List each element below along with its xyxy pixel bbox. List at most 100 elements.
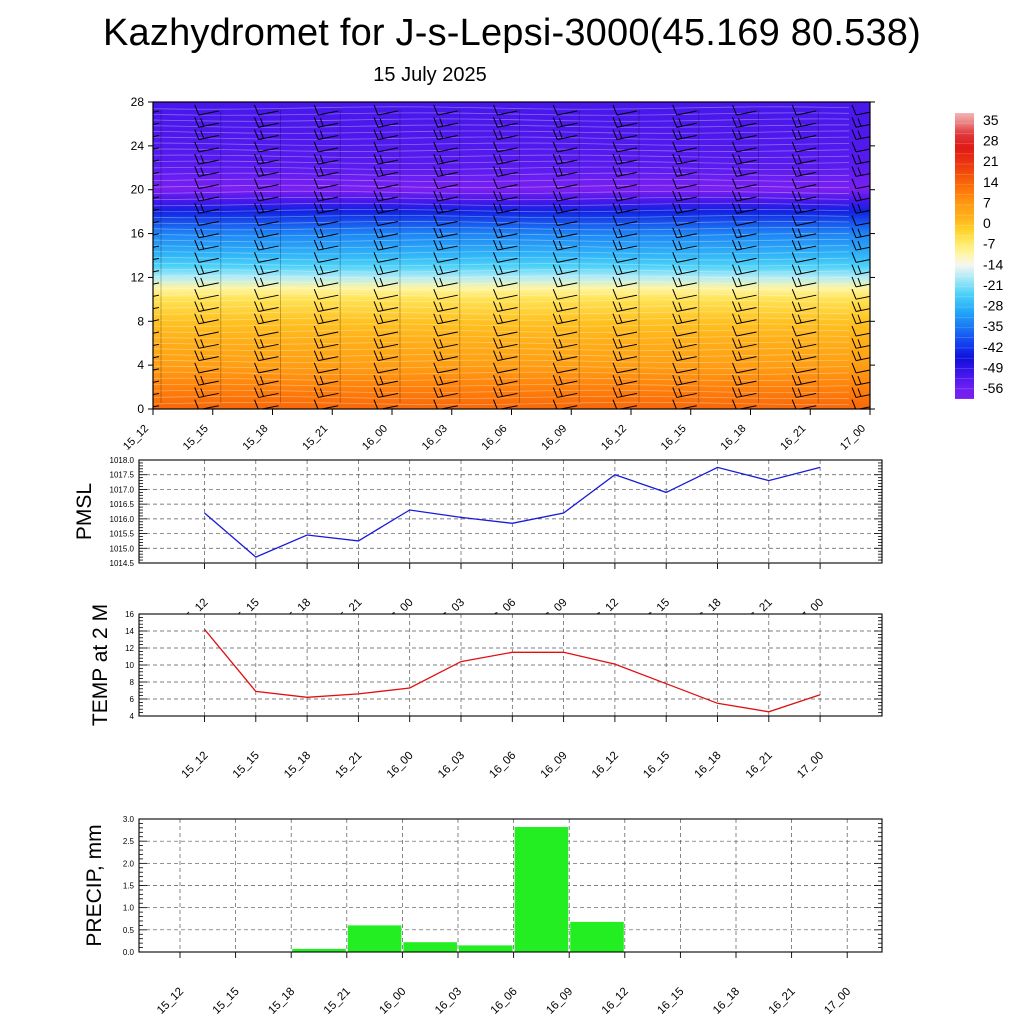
wind-barb: [258, 270, 279, 276]
wind-barb: [437, 196, 458, 202]
wind-barb-feather: [678, 118, 683, 127]
wind-barb: [437, 135, 458, 141]
wind-barb: [676, 294, 697, 300]
wind-barb-feather: [319, 277, 324, 287]
wind-barb-feather: [618, 118, 623, 127]
wind-barb-feather: [738, 375, 742, 385]
wind-barb-feather: [732, 153, 737, 165]
wind-barb: [497, 282, 518, 288]
wind-barb-feather: [558, 228, 563, 237]
x-tick-label: 15_21: [333, 750, 364, 781]
wind-barb-feather: [194, 141, 200, 153]
wind-barb: [437, 171, 458, 177]
wind-barb-feather: [194, 325, 200, 337]
wind-barb: [557, 380, 578, 386]
wind-barb-feather: [851, 374, 857, 386]
wind-barb-feather: [313, 350, 319, 361]
wind-barb-feather: [738, 228, 742, 237]
precip-bar: [570, 921, 624, 952]
wind-barb-feather: [373, 362, 379, 374]
wind-barb-feather: [791, 141, 797, 153]
wind-barb-feather: [194, 117, 200, 128]
wind-barb: [318, 270, 339, 276]
wind-barb: [153, 392, 160, 396]
wind-barb: [676, 208, 697, 214]
wind-barb: [736, 356, 757, 362]
wind-barb: [855, 332, 870, 337]
wind-barb: [557, 368, 578, 374]
wind-barb-feather: [851, 215, 857, 226]
wind-barb: [557, 306, 578, 312]
colorbar-label: -28: [983, 298, 1003, 314]
wind-barb-feather: [433, 203, 439, 214]
wind-barb: [258, 184, 279, 190]
wind-barb-feather: [135, 387, 139, 397]
wind-barb-feather: [319, 351, 324, 360]
wind-barb: [198, 245, 219, 251]
wind-barb: [318, 196, 339, 202]
wind-barb-feather: [851, 203, 857, 214]
wind-barb: [497, 270, 518, 276]
wind-barb: [736, 270, 757, 276]
wind-barb-feather: [313, 227, 319, 238]
wind-barb-feather: [612, 129, 618, 140]
wind-barb-feather: [200, 228, 205, 237]
wind-barb: [377, 221, 399, 227]
wind-barb-feather: [200, 240, 205, 250]
wind-barb-feather: [558, 204, 563, 213]
wind-barb: [318, 245, 339, 251]
wind-barb: [796, 282, 817, 288]
wind-barb-feather: [260, 167, 264, 176]
wind-barb-feather: [672, 313, 678, 324]
wind-barb-feather: [732, 252, 737, 263]
wind-barb: [736, 392, 757, 398]
y-tick-label: 1015.5: [110, 530, 135, 539]
wind-barb-feather: [738, 240, 742, 250]
wind-barb-feather: [612, 301, 618, 312]
wind-barb-feather: [194, 289, 200, 300]
wind-barb: [557, 208, 578, 214]
wind-barb: [318, 171, 339, 177]
wind-barb-feather: [433, 338, 439, 349]
wind-barb-feather: [552, 104, 558, 116]
wind-barb: [437, 257, 458, 263]
wind-barb: [437, 392, 458, 398]
wind-barbs: [135, 104, 870, 409]
wind-barb-feather: [433, 374, 439, 386]
wind-barb-feather: [373, 338, 379, 349]
precip-bar: [459, 945, 513, 952]
wind-barb: [318, 147, 339, 153]
wind-barb-feather: [672, 129, 678, 140]
wind-barb-feather: [433, 276, 439, 288]
wind-barb: [258, 221, 279, 227]
wind-barb-feather: [499, 277, 503, 287]
wind-barb-feather: [319, 228, 324, 237]
wind-barb-feather: [672, 387, 678, 398]
wind-barb: [497, 122, 518, 128]
y-tick-label: 16: [125, 610, 134, 619]
precip-bar: [514, 827, 569, 952]
wind-barb-feather: [672, 252, 678, 263]
wind-barb-feather: [194, 104, 200, 116]
wind-barb: [676, 147, 697, 153]
wind-barb: [497, 306, 518, 312]
wind-barb-feather: [851, 313, 857, 324]
wind-barb-feather: [851, 227, 857, 238]
wind-barb-feather: [379, 265, 384, 274]
wind-barb-feather: [552, 166, 558, 177]
wind-barb: [153, 294, 160, 297]
wind-barb: [437, 208, 458, 214]
wind-barb-feather: [254, 141, 259, 153]
x-tick-label: 16_00: [385, 750, 416, 781]
wind-barb-feather: [851, 289, 857, 300]
wind-barb-feather: [738, 265, 742, 274]
wind-barb-feather: [738, 339, 742, 348]
temperature-wind-heatmap: 0 4 8 12 16 20 24 28 15_12 15_15 15_18 15_21 16_00 16…: [121, 95, 875, 453]
wind-barb-feather: [433, 387, 439, 398]
colorbar-label: 35: [983, 112, 999, 128]
wind-barb: [616, 122, 638, 128]
wind-barb-feather: [857, 228, 862, 237]
wind-barb: [318, 331, 339, 337]
pmsl-chart: 1014.5 1015.0 1015.5 1016.0 1016.5 1017.0 1017…: [73, 456, 883, 628]
wind-barb: [498, 405, 518, 409]
